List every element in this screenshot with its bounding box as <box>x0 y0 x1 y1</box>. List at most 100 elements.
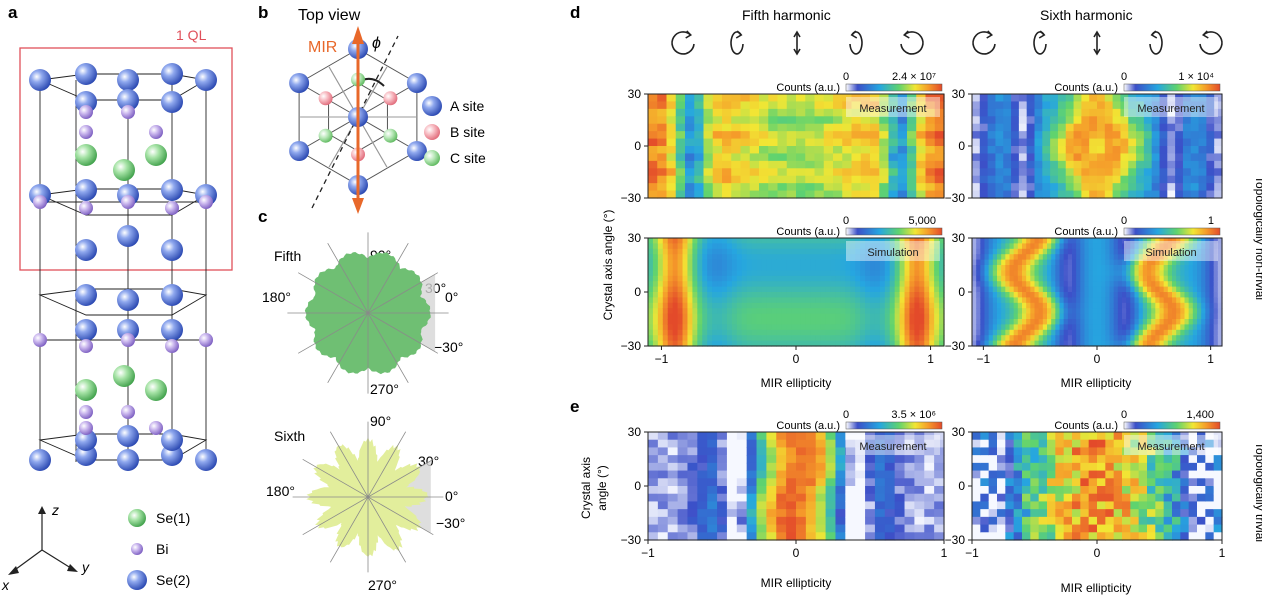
heatmap-cell <box>894 329 901 336</box>
heatmap-cell <box>771 270 777 277</box>
heatmap-cell <box>722 265 728 271</box>
heatmap-cell <box>1205 275 1211 282</box>
heatmap-cell <box>1213 335 1219 342</box>
heatmap-cell <box>1034 297 1040 304</box>
heatmap-cell <box>924 254 930 261</box>
heatmap-cell <box>919 265 925 271</box>
heatmap-cell <box>740 131 751 140</box>
heatmap-cell <box>703 108 714 117</box>
heatmap-cell <box>771 302 777 309</box>
heatmap-cell <box>657 248 664 255</box>
heatmap-cell <box>1026 281 1031 288</box>
heatmap-cell <box>1190 131 1200 140</box>
heatmap-cell <box>749 183 760 192</box>
heatmap-cell <box>870 160 880 169</box>
heatmap-cell <box>984 308 990 315</box>
heatmap-cell <box>904 516 915 526</box>
heatmap-cell <box>1113 516 1123 526</box>
heatmap-cell <box>924 319 930 325</box>
heatmap-cell <box>835 432 846 441</box>
col-title-sixth: Sixth harmonic <box>1040 7 1133 23</box>
heatmap-cell <box>1209 270 1215 277</box>
heatmap-cell <box>1050 131 1059 140</box>
heatmap-cell <box>1072 286 1077 293</box>
heatmap-cell <box>707 238 713 244</box>
heatmap-cell <box>929 243 935 250</box>
heatmap-cell <box>1213 319 1219 325</box>
heatmap-cell <box>1076 302 1081 309</box>
colorbar <box>1123 83 1221 92</box>
heatmap-cell <box>1155 248 1161 255</box>
heatmap-cell <box>1034 259 1040 266</box>
heatmap-cell <box>648 94 658 103</box>
heatmap-cell <box>677 462 689 472</box>
heatmap-cell <box>712 123 723 132</box>
heatmap-cell <box>759 123 769 132</box>
heatmap-cell <box>840 243 846 250</box>
heatmap-cell <box>1213 275 1219 282</box>
heatmap-cell <box>1172 486 1181 495</box>
heatmap-cell <box>850 324 856 331</box>
heatmap-cell <box>1026 275 1031 282</box>
heatmap-cell <box>791 248 797 255</box>
heatmap-cell <box>1167 183 1176 192</box>
heatmap-cell <box>1042 286 1048 293</box>
y-tick-label: −30 <box>945 339 966 353</box>
heatmap-cell <box>726 432 738 441</box>
heatmap-cell <box>657 532 669 541</box>
heatmap-cell <box>995 175 1004 184</box>
heatmap-cell <box>771 340 777 347</box>
heatmap-cell <box>830 254 837 261</box>
se2-atom <box>117 225 139 247</box>
heatmap-cell <box>648 486 659 495</box>
heatmap-cell <box>1063 265 1069 271</box>
heatmap-cell <box>667 532 679 541</box>
heatmap-cell <box>825 478 837 487</box>
heatmap-cell <box>1011 94 1020 103</box>
heatmap-cell <box>814 160 825 169</box>
heatmap-cell <box>741 297 748 304</box>
heatmap-cell <box>1022 447 1031 456</box>
heatmap-cell <box>1205 486 1215 495</box>
heatmap-cell <box>835 455 846 464</box>
heatmap-cell <box>972 108 981 117</box>
heatmap-cell <box>860 281 866 288</box>
heatmap-cell <box>657 275 664 282</box>
heatmap-cell <box>897 108 908 117</box>
heatmap-cell <box>1017 324 1023 331</box>
heatmap-cell <box>825 243 832 250</box>
heatmap-cell <box>972 101 981 110</box>
heatmap-cell <box>1105 308 1111 315</box>
heatmap-cell <box>1072 439 1081 449</box>
heatmap-cell <box>1167 243 1173 250</box>
heatmap-cell <box>987 183 997 192</box>
heatmap-cell <box>697 313 703 320</box>
heatmap-cell <box>976 238 981 244</box>
heatmap-cell <box>1122 532 1131 541</box>
heatmap-cell <box>1192 292 1198 298</box>
heatmap-cell <box>904 524 915 533</box>
heatmap-cell <box>722 146 732 155</box>
heatmap-cell <box>677 335 684 342</box>
heatmap-cell <box>815 462 827 472</box>
heatmap-cell <box>805 297 812 304</box>
heatmap-cell <box>914 259 920 266</box>
heatmap-cell <box>851 116 862 125</box>
heatmap-cell <box>1042 131 1051 140</box>
heatmap-cell <box>1180 243 1186 250</box>
heatmap-cell <box>1089 168 1098 177</box>
heatmap-cell <box>934 524 945 533</box>
heatmap-cell <box>992 335 998 342</box>
heatmap-cell <box>1097 94 1106 103</box>
heatmap-cell <box>652 319 659 325</box>
heatmap-cell <box>1172 509 1181 518</box>
heatmap-cell <box>1147 313 1152 320</box>
heatmap-cell <box>980 447 990 456</box>
lattice-atoms <box>29 63 217 471</box>
heatmap-cell <box>1138 432 1148 441</box>
heatmap-cell <box>855 516 866 526</box>
heatmap-cell <box>1009 313 1015 320</box>
heatmap-cell <box>805 265 812 271</box>
heatmap-cell <box>934 248 940 255</box>
heatmap-cell <box>692 329 698 336</box>
